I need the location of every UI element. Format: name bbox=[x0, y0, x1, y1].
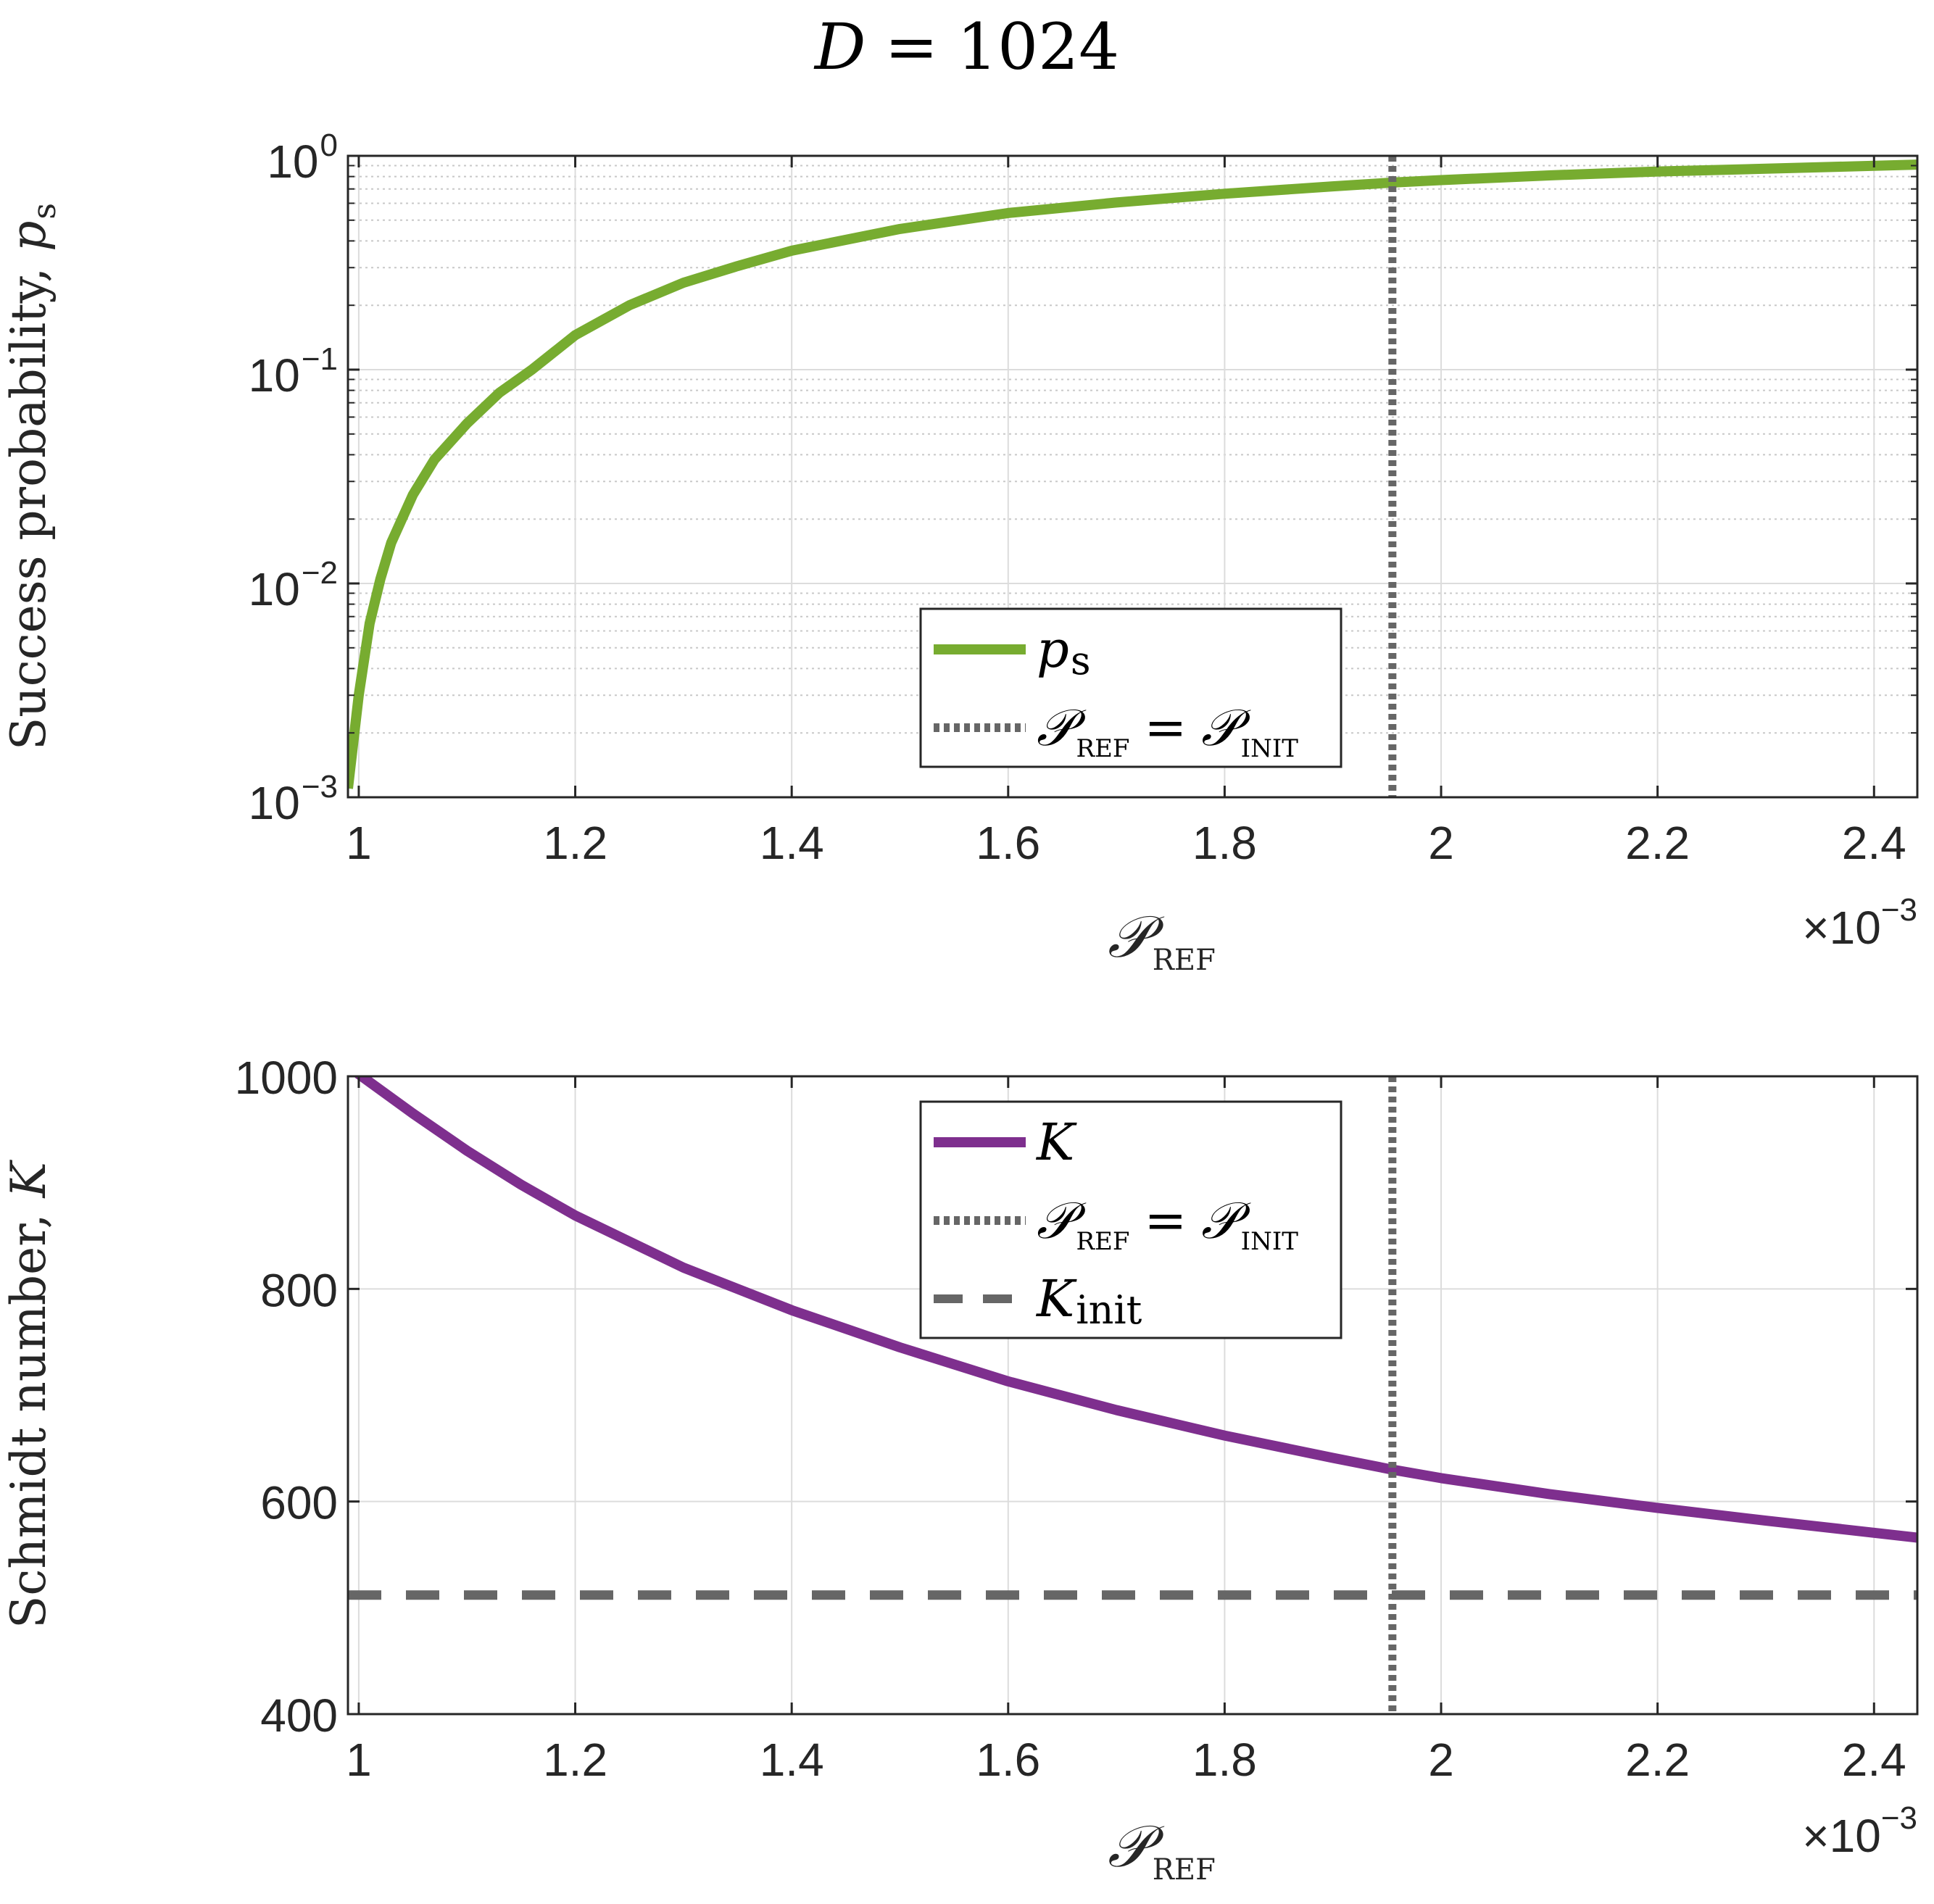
x-tick-label: 2.4 bbox=[1842, 817, 1906, 869]
y-tick-exponent: −2 bbox=[302, 555, 338, 591]
x-tick-label: 1.2 bbox=[543, 1734, 607, 1786]
y-axis-label-text: Success probability, bbox=[1, 267, 57, 750]
x-tick-label: 2.2 bbox=[1625, 1734, 1690, 1786]
x-tick-label: 2 bbox=[1428, 817, 1454, 869]
x-tick-label: 1.2 bbox=[543, 817, 607, 869]
y-tick-exponent: −3 bbox=[302, 769, 338, 805]
x-axis-label: 𝒫 REF bbox=[1108, 1813, 1216, 1887]
legend: ps𝒫 REF = 𝒫 INIT bbox=[919, 607, 1342, 768]
y-axis-label-text: Schmidt number, bbox=[1, 1214, 57, 1629]
legend-sub: init bbox=[1076, 1287, 1142, 1333]
y-axis-label-variable: p bbox=[1, 221, 57, 251]
x-tick-label: 1.6 bbox=[976, 1734, 1040, 1786]
legend-left-subscript: REF bbox=[1076, 734, 1129, 763]
y-tick-base: 10 bbox=[249, 777, 300, 829]
x-axis-multiplier: ×10−3 bbox=[1802, 1800, 1917, 1862]
figure-title: D = 1024 bbox=[813, 9, 1119, 84]
y-axis-label: Success probability, ps bbox=[1, 203, 63, 750]
y-axis-label: Schmidt number, K bbox=[1, 1160, 57, 1629]
legend-equals: = bbox=[1145, 698, 1187, 757]
legend-label: K bbox=[1035, 1113, 1077, 1172]
plot-series-group bbox=[348, 156, 1917, 797]
x-tick-label: 2.2 bbox=[1625, 817, 1690, 869]
y-tick-label: 10−3 bbox=[249, 769, 338, 829]
y-tick-label: 600 bbox=[260, 1477, 338, 1529]
legend-right-subscript: INIT bbox=[1241, 734, 1299, 763]
y-tick-label: 100 bbox=[267, 128, 338, 188]
title-variable: D bbox=[813, 9, 866, 84]
x-tick-label: 1.4 bbox=[760, 1734, 824, 1786]
x-multiplier-exponent: −3 bbox=[1881, 892, 1917, 928]
y-tick-label: 800 bbox=[260, 1264, 338, 1316]
y-tick-base: 10 bbox=[249, 349, 300, 402]
legend-var: K bbox=[1035, 1269, 1077, 1329]
legend-equals: = bbox=[1145, 1191, 1187, 1250]
legend-label: ps bbox=[1037, 620, 1091, 683]
x-tick-label: 2 bbox=[1428, 1734, 1454, 1786]
y-axis-label-subscript: s bbox=[26, 203, 63, 220]
y-tick-exponent: −1 bbox=[302, 341, 338, 377]
legend-var: p bbox=[1037, 620, 1069, 679]
x-tick-label: 2.4 bbox=[1842, 1734, 1906, 1786]
y-tick-base: 10 bbox=[267, 136, 318, 188]
x-axis-label-subscript: REF bbox=[1153, 1853, 1216, 1887]
x-axis-label: 𝒫 REF bbox=[1108, 903, 1216, 977]
x-multiplier-exponent: −3 bbox=[1881, 1800, 1917, 1836]
legend-box bbox=[919, 607, 1342, 768]
plot-series-group bbox=[348, 1076, 1917, 1714]
axes-box bbox=[346, 154, 1919, 799]
y-tick-base: 10 bbox=[249, 563, 300, 615]
legend-label: Kinit bbox=[1035, 1269, 1142, 1333]
title-equals: = bbox=[884, 9, 938, 84]
axes-box bbox=[346, 1075, 1919, 1716]
y-tick-label: 10−1 bbox=[249, 341, 338, 402]
success-probability-panel: 1 1.2 1.4 1.6 1.8 2 2.2 2.410−310−210−1100×10−3… bbox=[1, 128, 1919, 977]
x-tick-label: 1.8 bbox=[1192, 817, 1257, 869]
title-value: 1024 bbox=[957, 9, 1119, 84]
legend-right-subscript: INIT bbox=[1241, 1227, 1299, 1256]
y-tick-label: 400 bbox=[260, 1689, 338, 1742]
x-multiplier-base: ×10 bbox=[1802, 1810, 1881, 1862]
x-multiplier-base: ×10 bbox=[1802, 902, 1881, 954]
y-axis-label-variable: K bbox=[1, 1160, 57, 1199]
y-tick-label: 1000 bbox=[235, 1052, 338, 1104]
x-tick-label: 1.4 bbox=[760, 817, 824, 869]
y-tick-exponent: 0 bbox=[320, 128, 338, 163]
x-tick-label: 1.6 bbox=[976, 817, 1040, 869]
series-line-p-s bbox=[348, 159, 1917, 789]
legend-left-subscript: REF bbox=[1076, 1227, 1129, 1256]
x-tick-label: 1.8 bbox=[1192, 1734, 1257, 1786]
legend-var: K bbox=[1035, 1113, 1077, 1172]
y-tick-label: 10−2 bbox=[249, 555, 338, 615]
x-axis-multiplier: ×10−3 bbox=[1802, 892, 1917, 954]
series-line-k bbox=[353, 1076, 1917, 1543]
schmidt-number-panel: 1 1.2 1.4 1.6 1.8 2 2.2 2.4 400 600 800 1000 ×10−3 𝒫 R… bbox=[1, 1052, 1919, 1887]
x-tick-label: 1 bbox=[346, 1734, 372, 1786]
x-tick-label: 1 bbox=[346, 817, 372, 869]
legend-sub: s bbox=[1071, 638, 1091, 683]
x-axis-label-subscript: REF bbox=[1153, 944, 1216, 977]
